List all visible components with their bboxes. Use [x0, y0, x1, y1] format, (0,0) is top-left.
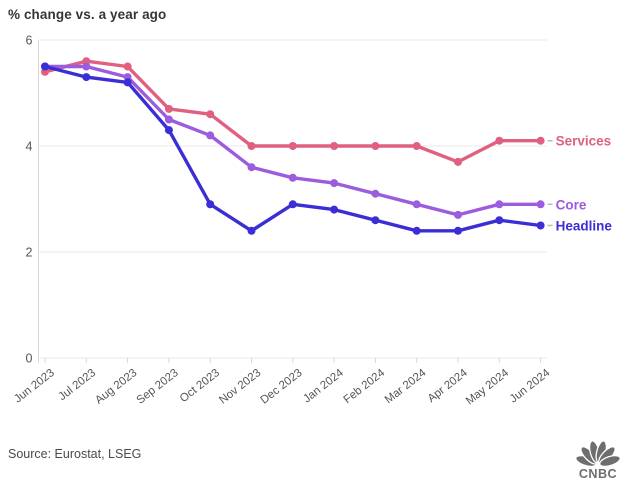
services-point	[371, 142, 380, 150]
core-point	[536, 200, 545, 209]
services-point	[206, 110, 215, 119]
core-point	[164, 115, 173, 124]
services-point	[123, 62, 132, 71]
y-axis-label: 0	[26, 352, 33, 366]
headline-point	[82, 73, 91, 82]
headline-point	[454, 226, 462, 235]
x-axis-label: Mar 2024	[383, 367, 429, 407]
chart-title: % change vs. a year ago	[8, 7, 167, 22]
x-axis-label: Nov 2023	[217, 367, 263, 407]
cnbc-logo: CNBC	[570, 434, 626, 481]
x-axis-label: Jun 2024	[508, 367, 553, 406]
services-point	[164, 104, 173, 113]
x-axis-label: Feb 2024	[342, 367, 388, 407]
series-label-core: Core	[556, 197, 587, 212]
core-line	[43, 64, 543, 217]
core-point	[371, 189, 380, 198]
x-axis-label: Sep 2023	[135, 367, 181, 407]
services-point	[412, 142, 421, 150]
headline-point	[247, 226, 256, 235]
core-point	[330, 179, 339, 188]
headline-point	[330, 205, 339, 214]
cnbc-peacock-icon: CNBC	[575, 440, 621, 481]
x-axis-label: Aug 2023	[93, 367, 139, 407]
core-point	[82, 62, 91, 71]
series-label-headline: Headline	[556, 219, 613, 234]
services-point	[288, 142, 297, 150]
services-point	[247, 142, 256, 150]
x-axis-label: Jul 2023	[56, 367, 98, 403]
services-point	[330, 142, 339, 150]
headline-point	[412, 226, 421, 235]
headline-point	[536, 221, 545, 230]
headline-point	[206, 200, 215, 209]
x-axis-label: Jun 2023	[12, 367, 57, 406]
headline-point	[164, 126, 173, 135]
core-point	[495, 200, 504, 209]
x-axis-label: Jan 2024	[301, 367, 346, 406]
core-point	[206, 131, 215, 140]
headline-point	[288, 200, 297, 209]
cnbc-wordmark: CNBC	[579, 467, 617, 480]
x-axis-label: Apr 2024	[426, 367, 471, 406]
core-point	[288, 173, 297, 182]
core-point	[247, 163, 256, 172]
headline-point	[371, 216, 380, 225]
series-label-services: Services	[556, 134, 612, 149]
services-point	[536, 136, 545, 145]
services-point	[495, 136, 504, 145]
core-point	[412, 200, 421, 209]
y-axis-label: 4	[26, 140, 33, 154]
x-axis-label: May 2024	[464, 367, 512, 408]
services-point	[454, 157, 462, 166]
source-note: Source: Eurostat, LSEG	[8, 447, 142, 461]
headline-point	[123, 78, 132, 87]
headline-point	[41, 62, 49, 71]
headline-point	[495, 216, 504, 225]
peacock-feathers	[575, 440, 621, 468]
x-axis-label: Oct 2023	[178, 367, 222, 405]
y-axis-label: 6	[26, 34, 33, 48]
core-point	[454, 210, 462, 219]
y-axis-label: 2	[26, 246, 33, 260]
x-axis-label: Dec 2023	[258, 367, 304, 407]
